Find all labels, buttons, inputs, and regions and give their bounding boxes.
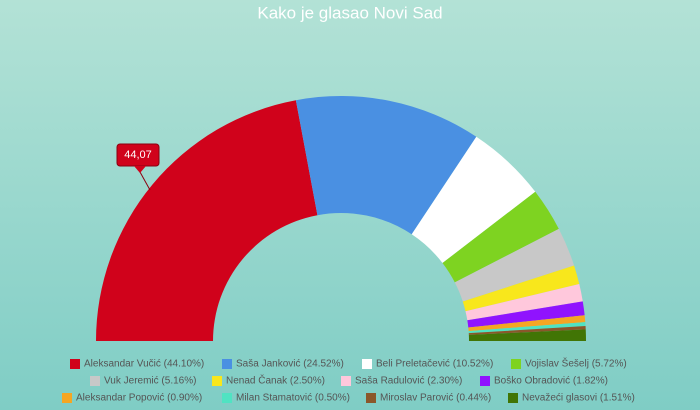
slice bbox=[411, 136, 536, 264]
legend-label: Saša Janković (24.52%) bbox=[236, 359, 344, 370]
legend-swatch bbox=[70, 359, 80, 369]
legend-swatch bbox=[480, 376, 490, 386]
slice bbox=[96, 100, 318, 341]
tooltip: 44,07 bbox=[116, 143, 160, 191]
chart-title: Kako je glasao Novi Sad bbox=[257, 3, 442, 22]
legend-swatch bbox=[90, 376, 100, 386]
legend-label: Miroslav Parović (0.44%) bbox=[380, 393, 491, 404]
legend-label: Boško Obradović (1.82%) bbox=[494, 376, 608, 387]
legend-swatch bbox=[341, 376, 351, 386]
legend: Aleksandar Vučić (44.10%) Saša Janković (… bbox=[62, 357, 635, 404]
slice bbox=[462, 265, 580, 312]
legend-swatch bbox=[212, 376, 222, 386]
legend-swatch bbox=[62, 393, 72, 403]
slice bbox=[454, 228, 575, 302]
slice bbox=[295, 95, 477, 235]
tooltip-arrow bbox=[134, 166, 146, 173]
slice bbox=[468, 325, 586, 335]
slice bbox=[442, 191, 559, 283]
legend-label: Vuk Jeremić (5.16%) bbox=[104, 376, 196, 387]
legend-swatch bbox=[508, 393, 518, 403]
slice bbox=[468, 322, 586, 334]
legend-label: Milan Stamatović (0.50%) bbox=[236, 393, 350, 404]
legend-label: Saša Radulović (2.30%) bbox=[355, 376, 462, 387]
legend-label: Beli Preletačević (10.52%) bbox=[376, 359, 493, 370]
slices bbox=[96, 95, 586, 341]
legend-label: Nenad Čanak (2.50%) bbox=[226, 374, 325, 387]
slice bbox=[468, 315, 586, 332]
slice bbox=[468, 329, 586, 341]
legend-swatch bbox=[366, 393, 376, 403]
legend-swatch bbox=[362, 359, 372, 369]
legend-swatch bbox=[511, 359, 521, 369]
legend-swatch bbox=[222, 359, 232, 369]
tooltip-text: 44,07 bbox=[124, 149, 152, 161]
slice bbox=[467, 301, 585, 328]
slice bbox=[465, 284, 583, 321]
tooltip-pointer bbox=[139, 171, 151, 191]
legend-label: Nevažeći glasovi (1.51%) bbox=[522, 393, 635, 404]
legend-label: Aleksandar Vučić (44.10%) bbox=[84, 359, 204, 370]
legend-label: Vojislav Šešelj (5.72%) bbox=[525, 357, 627, 370]
legend-label: Aleksandar Popović (0.90%) bbox=[76, 393, 202, 404]
legend-swatch bbox=[222, 393, 232, 403]
